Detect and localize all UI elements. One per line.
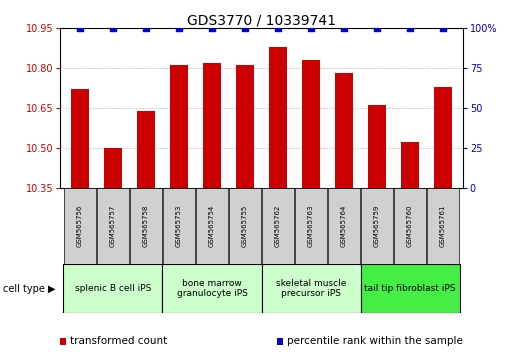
Point [109, 25, 117, 31]
Text: GSM565755: GSM565755 [242, 205, 248, 247]
Bar [434, 87, 452, 188]
Bar [104, 148, 122, 188]
Point [142, 25, 150, 31]
Bar [63, 264, 163, 313]
Point [406, 25, 414, 31]
Bar [64, 188, 96, 264]
Bar [163, 264, 262, 313]
Bar [302, 60, 320, 188]
Bar [170, 65, 188, 188]
Text: skeletal muscle
precursor iPS: skeletal muscle precursor iPS [276, 279, 346, 298]
Bar [394, 188, 426, 264]
Point [340, 25, 348, 31]
Point [373, 25, 381, 31]
Text: GSM565756: GSM565756 [77, 205, 83, 247]
Bar [368, 105, 386, 188]
Bar [262, 264, 360, 313]
Text: GSM565759: GSM565759 [374, 205, 380, 247]
Point [439, 25, 447, 31]
Point [76, 25, 84, 31]
Bar [137, 111, 155, 188]
Bar [163, 188, 195, 264]
Bar [427, 188, 459, 264]
Text: GSM565758: GSM565758 [143, 205, 149, 247]
Point [307, 25, 315, 31]
Text: GSM565757: GSM565757 [110, 205, 116, 247]
Bar [361, 188, 393, 264]
Text: GSM565764: GSM565764 [341, 205, 347, 247]
Text: GSM565760: GSM565760 [407, 204, 413, 247]
Bar [130, 188, 162, 264]
Bar [262, 188, 294, 264]
Bar [360, 264, 460, 313]
Title: GDS3770 / 10339741: GDS3770 / 10339741 [187, 13, 336, 27]
Text: GSM565763: GSM565763 [308, 204, 314, 247]
Point [274, 25, 282, 31]
Bar [97, 188, 129, 264]
Bar [203, 63, 221, 188]
Point [208, 25, 216, 31]
Text: bone marrow
granulocyte iPS: bone marrow granulocyte iPS [177, 279, 247, 298]
Point [241, 25, 249, 31]
Bar [295, 188, 327, 264]
Bar [401, 143, 419, 188]
Bar [335, 74, 353, 188]
Text: splenic B cell iPS: splenic B cell iPS [75, 284, 151, 293]
Text: GSM565754: GSM565754 [209, 205, 215, 247]
Text: percentile rank within the sample: percentile rank within the sample [287, 336, 462, 346]
Text: GSM565753: GSM565753 [176, 205, 182, 247]
Text: tail tip fibroblast iPS: tail tip fibroblast iPS [365, 284, 456, 293]
Bar [236, 65, 254, 188]
Point [175, 25, 183, 31]
Text: cell type ▶: cell type ▶ [3, 284, 55, 293]
Bar [269, 47, 287, 188]
Text: GSM565761: GSM565761 [440, 204, 446, 247]
Bar [196, 188, 228, 264]
Bar [229, 188, 261, 264]
Bar [328, 188, 360, 264]
Bar [71, 90, 89, 188]
Text: GSM565762: GSM565762 [275, 205, 281, 247]
Text: transformed count: transformed count [70, 336, 167, 346]
